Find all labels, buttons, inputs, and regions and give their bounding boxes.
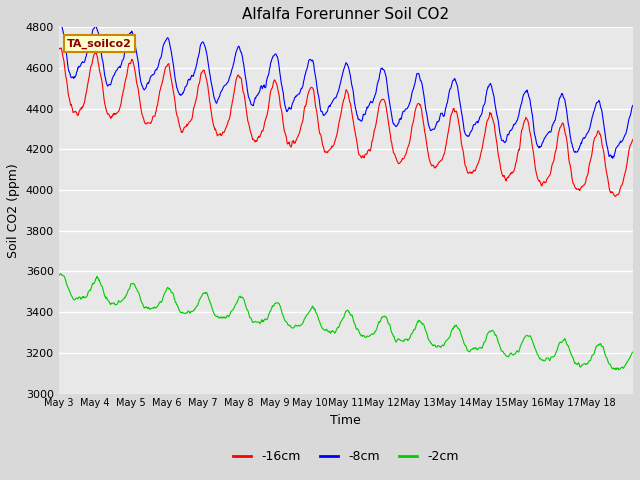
Legend: -16cm, -8cm, -2cm: -16cm, -8cm, -2cm <box>228 445 464 468</box>
-8cm <box>601 130 609 135</box>
-2cm <box>601 351 609 357</box>
-16cm <box>394 159 401 165</box>
-8cm <box>611 151 618 157</box>
-8cm <box>55 20 63 25</box>
-2cm <box>294 323 301 328</box>
-2cm <box>629 349 637 355</box>
Line: -16cm: -16cm <box>59 48 633 196</box>
-16cm <box>601 158 609 164</box>
-16cm <box>629 136 637 142</box>
-2cm <box>83 294 91 300</box>
-16cm <box>612 193 620 199</box>
X-axis label: Time: Time <box>330 414 361 427</box>
-8cm <box>56 19 63 25</box>
-16cm <box>83 87 91 93</box>
-2cm <box>394 337 401 343</box>
-8cm <box>629 102 637 108</box>
Line: -8cm: -8cm <box>59 22 633 158</box>
-2cm <box>615 367 623 372</box>
-16cm <box>162 64 170 70</box>
-8cm <box>394 122 401 128</box>
-8cm <box>294 92 301 98</box>
-2cm <box>55 273 63 279</box>
-16cm <box>294 134 301 140</box>
-8cm <box>609 156 616 161</box>
-2cm <box>162 288 170 294</box>
-16cm <box>57 45 65 51</box>
-16cm <box>55 46 63 51</box>
-8cm <box>162 37 170 43</box>
Line: -2cm: -2cm <box>59 274 633 370</box>
-16cm <box>610 192 618 197</box>
-2cm <box>56 271 64 276</box>
-8cm <box>83 51 91 57</box>
Text: TA_soilco2: TA_soilco2 <box>67 38 132 48</box>
-2cm <box>610 366 618 372</box>
Title: Alfalfa Forerunner Soil CO2: Alfalfa Forerunner Soil CO2 <box>243 7 449 22</box>
Y-axis label: Soil CO2 (ppm): Soil CO2 (ppm) <box>7 163 20 258</box>
